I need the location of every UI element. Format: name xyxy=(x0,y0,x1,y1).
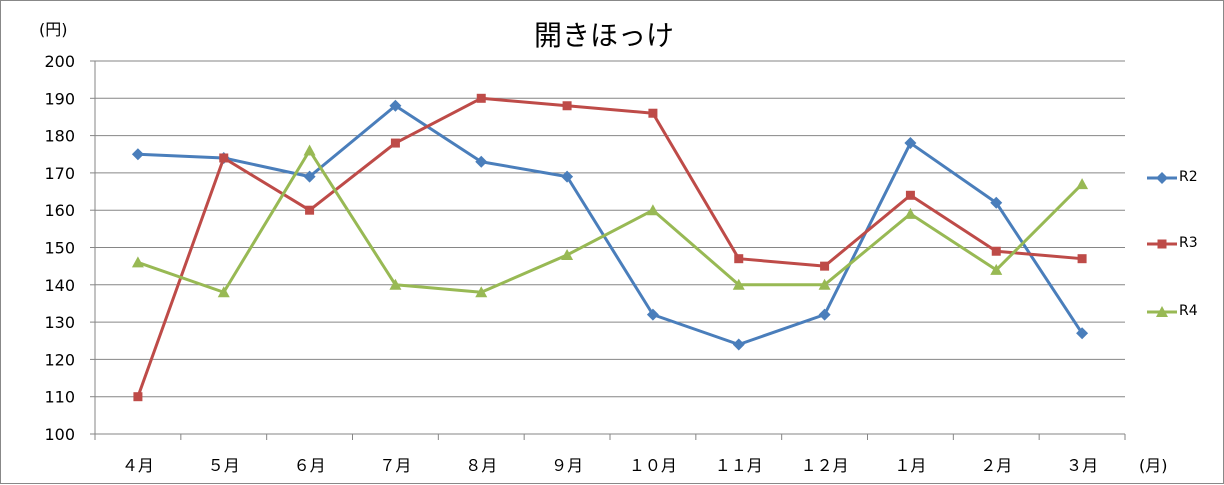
data-point-r3 xyxy=(734,254,744,264)
x-tick-label: １０月 xyxy=(629,456,677,475)
data-point-r2 xyxy=(561,170,574,183)
data-point-r2 xyxy=(475,155,488,168)
data-point-r3 xyxy=(562,101,572,111)
data-point-r4 xyxy=(561,248,574,260)
axes xyxy=(90,60,1126,440)
data-point-r4 xyxy=(475,286,488,298)
y-tick-label: 100 xyxy=(44,425,75,444)
x-tick-label: ８月 xyxy=(465,456,497,475)
legend-label: R2 xyxy=(1179,169,1198,185)
data-point-r4 xyxy=(990,263,1003,275)
data-point-r2 xyxy=(818,308,831,321)
legend-entry-r3: R3 xyxy=(1147,235,1198,251)
x-tick-labels: ４月 ５月 ６月 ７月 ８月 ９月 １０月 １１月 １２月 １月 ２月 ３月 xyxy=(122,456,1098,475)
legend-entry-r2: R2 xyxy=(1147,169,1198,185)
legend-marker xyxy=(1157,239,1167,249)
data-point-r4 xyxy=(217,286,230,298)
x-tick-label: ３月 xyxy=(1066,456,1098,475)
series-r2 xyxy=(131,99,1089,351)
legend-label: R3 xyxy=(1179,235,1198,251)
y-tick-label: 160 xyxy=(44,201,75,220)
data-point-r4 xyxy=(131,256,144,268)
y-tick-label: 140 xyxy=(44,276,75,295)
series-line-r4 xyxy=(137,149,1084,294)
data-point-r3 xyxy=(390,138,400,148)
data-point-r2 xyxy=(990,196,1003,209)
x-tick-label: ６月 xyxy=(294,456,326,475)
data-point-r3 xyxy=(991,246,1001,256)
legend-entry-r4: R4 xyxy=(1147,303,1198,319)
y-tick-label: 200 xyxy=(44,52,75,71)
legend-marker xyxy=(1156,306,1168,317)
series-r3 xyxy=(133,93,1087,402)
data-point-r3 xyxy=(133,392,143,402)
data-point-r2 xyxy=(303,170,316,183)
data-point-r2 xyxy=(1076,327,1089,340)
data-point-r2 xyxy=(732,338,745,351)
x-axis-unit-label: (月) xyxy=(1139,456,1168,475)
legend: R2 R3 R4 xyxy=(1147,169,1198,319)
legend-marker xyxy=(1156,172,1168,184)
gridlines xyxy=(95,60,1125,398)
data-point-r4 xyxy=(732,278,745,290)
data-point-r3 xyxy=(648,108,658,118)
y-tick-label: 120 xyxy=(44,350,75,369)
data-point-r3 xyxy=(1077,254,1087,264)
data-point-r2 xyxy=(389,99,402,112)
x-tick-label: １１月 xyxy=(715,456,763,475)
x-tick-label: ７月 xyxy=(379,456,411,475)
data-point-r2 xyxy=(646,308,659,321)
data-point-r2 xyxy=(131,148,144,161)
y-tick-label: 180 xyxy=(44,127,75,146)
data-point-r3 xyxy=(820,261,830,271)
data-point-r4 xyxy=(303,144,316,156)
y-tick-label: 190 xyxy=(44,89,75,108)
series xyxy=(131,93,1089,402)
data-point-r3 xyxy=(219,153,229,163)
data-point-r3 xyxy=(305,205,315,215)
data-point-r4 xyxy=(389,278,402,290)
x-tick-label: ９月 xyxy=(551,456,583,475)
x-tick-label: １月 xyxy=(894,456,926,475)
y-axis-unit-label: (円) xyxy=(39,20,68,39)
x-tick-label: ２月 xyxy=(980,456,1012,475)
data-point-r4 xyxy=(646,204,659,216)
y-tick-label: 130 xyxy=(44,313,75,332)
legend-label: R4 xyxy=(1179,303,1198,319)
series-line-r3 xyxy=(136,96,1083,398)
series-r4 xyxy=(131,144,1089,298)
x-tick-label: １２月 xyxy=(801,456,849,475)
data-point-r4 xyxy=(904,207,917,219)
data-point-r3 xyxy=(476,93,486,103)
y-tick-label: 110 xyxy=(44,388,75,407)
chart-title: 開きほっけ xyxy=(534,19,674,52)
data-point-r3 xyxy=(905,190,915,200)
x-tick-label: ５月 xyxy=(208,456,240,475)
x-tick-label: ４月 xyxy=(122,456,154,475)
y-tick-label: 170 xyxy=(44,164,75,183)
series-line-r2 xyxy=(137,104,1084,346)
data-point-r4 xyxy=(818,278,831,290)
y-tick-label: 150 xyxy=(44,239,75,258)
y-tick-labels: 100 110 120 130 140 150 160 170 180 190 200 xyxy=(44,52,75,444)
data-point-r2 xyxy=(904,137,917,150)
data-point-r4 xyxy=(1076,178,1089,190)
